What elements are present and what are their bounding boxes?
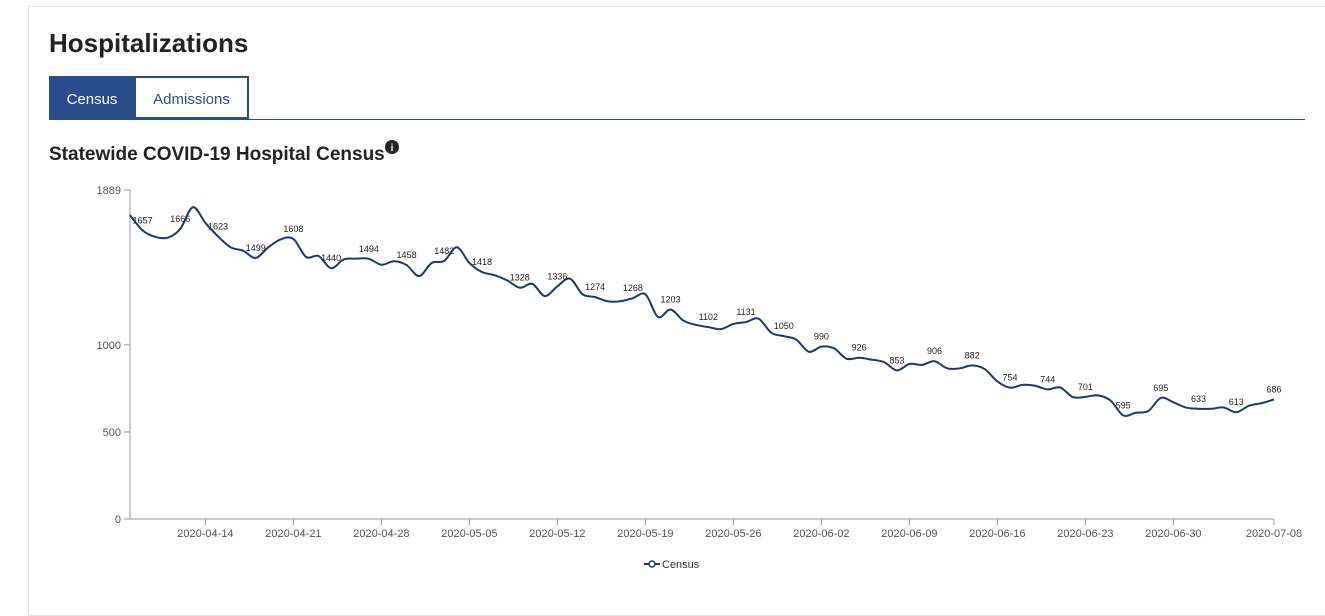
y-tick-label: 1000: [97, 340, 121, 352]
x-tick-label: 2020-07-08: [1246, 528, 1302, 540]
chart-title: Statewide COVID-19 Hospital Census: [49, 144, 385, 165]
svg-text:i: i: [391, 143, 394, 154]
chart: Statewide COVID-19 Hospital Census i 0 50…: [49, 140, 1302, 571]
page: Hospitalizations Census Admissions State…: [28, 6, 1325, 616]
data-label: 853: [889, 355, 904, 365]
y-tick-label: 0: [115, 514, 121, 526]
data-label: 1608: [283, 224, 303, 234]
x-tick-label: 2020-05-19: [617, 528, 673, 540]
data-label: 1268: [623, 283, 643, 293]
tab[interactable]: Admissions: [134, 76, 249, 119]
x-tick-label: 2020-06-09: [881, 528, 937, 540]
y-tick-label: 500: [103, 427, 121, 439]
data-label: 1203: [661, 294, 681, 304]
data-label: 1102: [699, 312, 718, 322]
data-label: 701: [1078, 382, 1093, 392]
data-label: 633: [1191, 394, 1206, 404]
data-label: 1458: [397, 250, 417, 260]
data-label: 1666: [170, 214, 190, 224]
data-label: 1440: [321, 253, 341, 263]
data-label: 1657: [133, 215, 153, 225]
data-label: 1050: [774, 321, 794, 331]
data-label: 595: [1116, 400, 1131, 410]
y-tick-label: 1889: [97, 185, 121, 197]
legend-label: Census: [662, 559, 700, 571]
data-label: 754: [1002, 373, 1017, 383]
data-label: 1274: [585, 282, 605, 292]
data-label: 906: [927, 346, 942, 356]
x-tick-label: 2020-04-28: [353, 528, 409, 540]
legend-marker: [648, 560, 656, 568]
data-label: 686: [1266, 385, 1281, 395]
x-tick-label: 2020-06-23: [1057, 528, 1113, 540]
data-label: 744: [1040, 374, 1055, 384]
data-label: 1131: [736, 307, 755, 317]
x-tick-label: 2020-05-12: [529, 528, 585, 540]
data-label: 695: [1153, 383, 1168, 393]
data-label: 1418: [472, 257, 492, 267]
tab[interactable]: Census: [49, 76, 135, 119]
data-label: 926: [852, 343, 867, 353]
x-tick-label: 2020-06-30: [1145, 528, 1201, 540]
data-label: 990: [814, 332, 829, 342]
data-label: 1328: [510, 273, 530, 283]
line: [129, 206, 1275, 417]
x-tick-label: 2020-04-21: [265, 528, 321, 540]
data-label: 882: [965, 350, 980, 360]
x-tick-label: 2020-04-14: [177, 528, 233, 540]
data-label: 1482: [434, 246, 454, 256]
page-title: Hospitalizations: [49, 28, 249, 58]
info-icon[interactable]: i: [385, 140, 399, 154]
x-tick-label: 2020-05-05: [441, 528, 497, 540]
tab-bar: Census Admissions: [49, 76, 1305, 120]
data-label: 1623: [208, 221, 228, 231]
data-label: 613: [1229, 397, 1244, 407]
data-label: 1494: [359, 244, 379, 254]
data-label: 1336: [547, 271, 567, 281]
x-tick-label: 2020-06-16: [969, 528, 1025, 540]
data-label: 1499: [246, 243, 266, 253]
x-tick-label: 2020-05-26: [705, 528, 761, 540]
x-tick-label: 2020-06-02: [793, 528, 849, 540]
